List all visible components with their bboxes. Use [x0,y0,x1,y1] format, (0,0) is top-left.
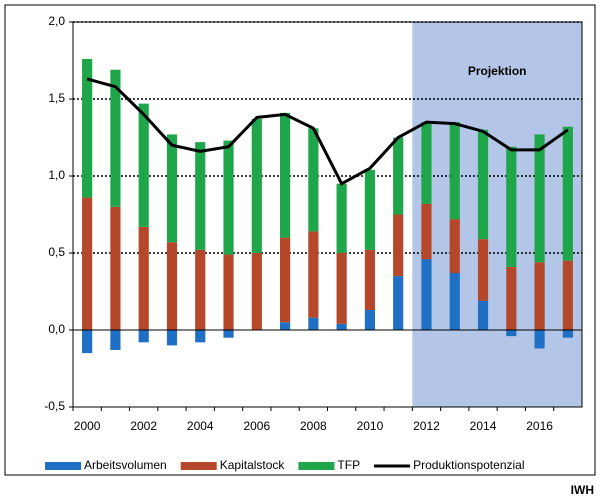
bar [421,122,432,204]
bar [477,300,489,330]
bar [279,237,291,323]
bar [251,253,262,330]
bar [364,169,376,250]
y-tick-label: 2,0 [48,14,65,28]
bar [477,129,489,240]
bar [166,134,178,243]
bar [449,122,460,220]
x-tick-label: 2010 [357,419,384,433]
legend-label: Arbeitsvolumen [84,458,167,472]
bar [534,330,545,349]
y-tick-label: -0,5 [44,399,65,413]
legend-label: Kapitalstock [220,458,286,472]
x-tick-label: 2012 [413,419,440,433]
source: IWH [571,483,594,497]
legend-swatch [180,462,217,470]
x-tick-label: 2006 [243,419,270,433]
x-tick-label: 2002 [130,419,157,433]
bar [223,140,234,255]
bar [195,142,206,250]
bar [449,219,460,274]
bar [110,69,121,207]
bar [166,330,178,346]
bar [421,203,432,260]
bar [195,330,206,343]
bar [336,323,347,330]
x-tick-label: 2008 [300,419,327,433]
bar [82,330,93,354]
bar [506,266,517,330]
bar [506,330,517,337]
bar [562,126,573,261]
bar [336,183,347,253]
bar [562,330,573,338]
x-tick-label: 2014 [470,419,497,433]
projection-area [412,22,582,407]
bar [393,214,404,277]
x-tick-label: 2000 [74,419,101,433]
bar [138,103,149,227]
legend-label: Produktionspotenzial [413,458,524,472]
bar [308,317,319,330]
bar [364,309,376,330]
bar [421,259,432,330]
x-tick-label: 2004 [187,419,214,433]
bar [223,330,234,338]
legend-label: TFP [337,458,360,472]
bar [279,322,291,330]
bar [308,231,319,318]
bar [223,254,234,330]
y-tick-label: 0,5 [48,245,65,259]
bar [393,137,404,215]
bar [308,128,319,232]
line [86,77,569,186]
bar [364,249,376,310]
bar [534,262,545,330]
y-tick-label: 1,0 [48,168,65,182]
bar [477,239,489,301]
bar [393,276,404,330]
bar [279,112,291,238]
bar [195,249,206,330]
bar [336,253,347,324]
bar [82,197,93,330]
y-tick-label: 1,5 [48,91,65,105]
bar [506,146,517,267]
projection-label: Projektion [468,64,527,78]
bar [110,330,121,351]
x-tick-label: 2016 [526,419,553,433]
bar [166,242,178,330]
y-tick-label: 0,0 [48,322,65,336]
bar [82,58,93,198]
legend-swatch [298,462,335,470]
bar [138,226,149,330]
frame [4,4,596,476]
bar [562,260,573,330]
bar [110,206,121,330]
legend-swatch [45,462,81,470]
bar [449,273,460,330]
bar [138,330,149,343]
bar [534,134,545,263]
bar [251,119,262,254]
